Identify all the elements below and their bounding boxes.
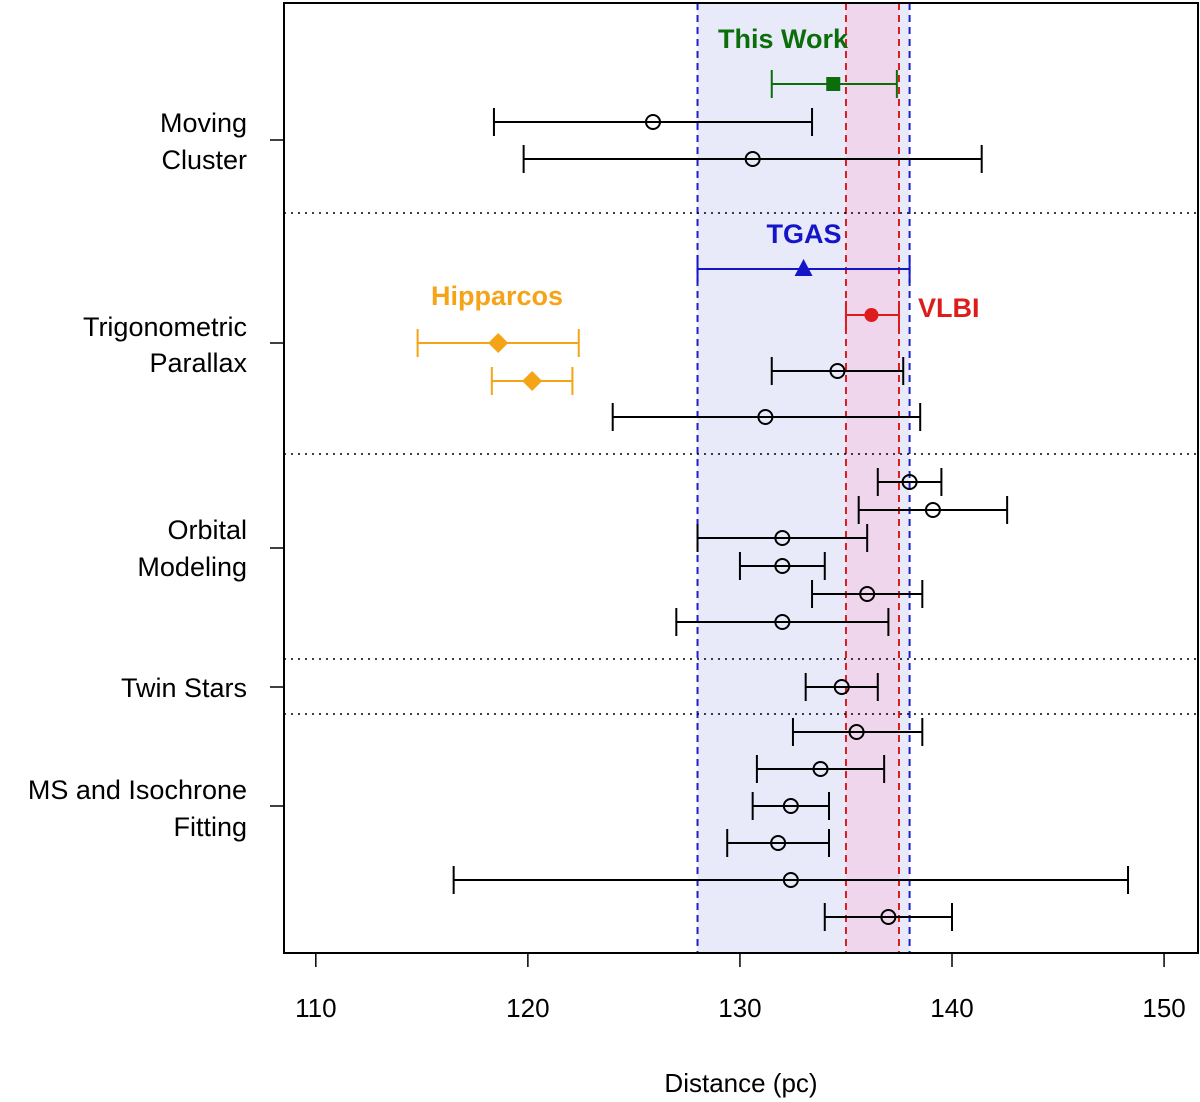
group-label: Moving xyxy=(160,108,247,138)
point-literature xyxy=(452,866,1130,894)
group-label: MS and Isochrone xyxy=(28,775,247,805)
open-circle-marker xyxy=(770,835,787,851)
open-circle-marker xyxy=(782,872,799,888)
open-circle-marker xyxy=(744,151,761,167)
open-circle-marker xyxy=(880,909,897,925)
filled-circle-marker xyxy=(864,308,879,322)
open-circle-marker xyxy=(848,724,865,740)
measurements xyxy=(416,70,1130,931)
open-circle-marker xyxy=(644,114,661,130)
point-hipparcos xyxy=(490,367,574,395)
point-literature xyxy=(738,552,826,580)
point-literature xyxy=(876,468,943,496)
open-circle-marker xyxy=(774,558,791,574)
square-marker xyxy=(826,77,841,91)
x-tick-label: 150 xyxy=(1142,993,1185,1023)
point-tgas xyxy=(696,255,911,283)
point-literature xyxy=(751,792,831,820)
point-vlbi xyxy=(844,301,900,329)
y-axis: Moving Cluster Trigonometric Parallax Orbita… xyxy=(28,108,284,842)
series-label-hipparcos: Hipparcos xyxy=(431,281,563,311)
diamond-marker xyxy=(522,371,543,391)
group-label: Parallax xyxy=(149,348,247,378)
series-label-vlbi: VLBI xyxy=(918,293,980,323)
open-circle-marker xyxy=(774,530,791,546)
point-literature xyxy=(823,903,954,931)
x-axis: 110 120 130 140 150 xyxy=(295,952,1186,1023)
x-axis-title: Distance (pc) xyxy=(664,1068,817,1098)
open-circle-marker xyxy=(782,798,799,814)
point-literature xyxy=(755,755,886,783)
point-literature xyxy=(726,829,831,857)
group-label: Orbital xyxy=(167,515,247,545)
group-label: Trigonometric xyxy=(83,312,247,342)
reference-bands xyxy=(696,3,911,953)
series-label-this-work: This Work xyxy=(718,24,849,54)
open-circle-marker xyxy=(859,586,876,602)
open-circle-marker xyxy=(757,409,774,425)
group-label: Cluster xyxy=(161,145,247,175)
x-tick-label: 110 xyxy=(295,993,336,1023)
group-separators xyxy=(284,212,1198,715)
band-vlbi xyxy=(845,3,899,953)
diamond-marker xyxy=(488,333,509,353)
group-label: Twin Stars xyxy=(121,673,247,703)
series-label-tgas: TGAS xyxy=(766,219,841,249)
x-tick-label: 120 xyxy=(506,993,549,1023)
point-hipparcos xyxy=(416,329,580,357)
x-tick-label: 130 xyxy=(718,993,761,1023)
open-circle-marker xyxy=(833,679,850,695)
point-literature xyxy=(675,608,890,636)
point-literature xyxy=(492,108,814,136)
point-literature xyxy=(611,403,922,431)
open-circle-marker xyxy=(812,761,829,777)
group-label: Modeling xyxy=(137,552,247,582)
point-literature xyxy=(770,357,905,385)
point-literature xyxy=(791,718,924,746)
point-this-work xyxy=(770,70,898,98)
point-literature xyxy=(857,496,1009,524)
triangle-marker xyxy=(794,259,813,276)
x-tick-label: 140 xyxy=(930,993,973,1023)
point-literature xyxy=(522,145,983,173)
point-literature xyxy=(804,673,879,701)
open-circle-marker xyxy=(829,363,846,379)
open-circle-marker xyxy=(924,502,941,518)
series-callouts: This Work TGAS VLBI Hipparcos xyxy=(431,24,980,323)
open-circle-marker xyxy=(901,474,918,490)
open-circle-marker xyxy=(774,614,791,630)
point-literature xyxy=(811,580,924,608)
group-label: Fitting xyxy=(173,812,247,842)
point-literature xyxy=(696,524,869,552)
